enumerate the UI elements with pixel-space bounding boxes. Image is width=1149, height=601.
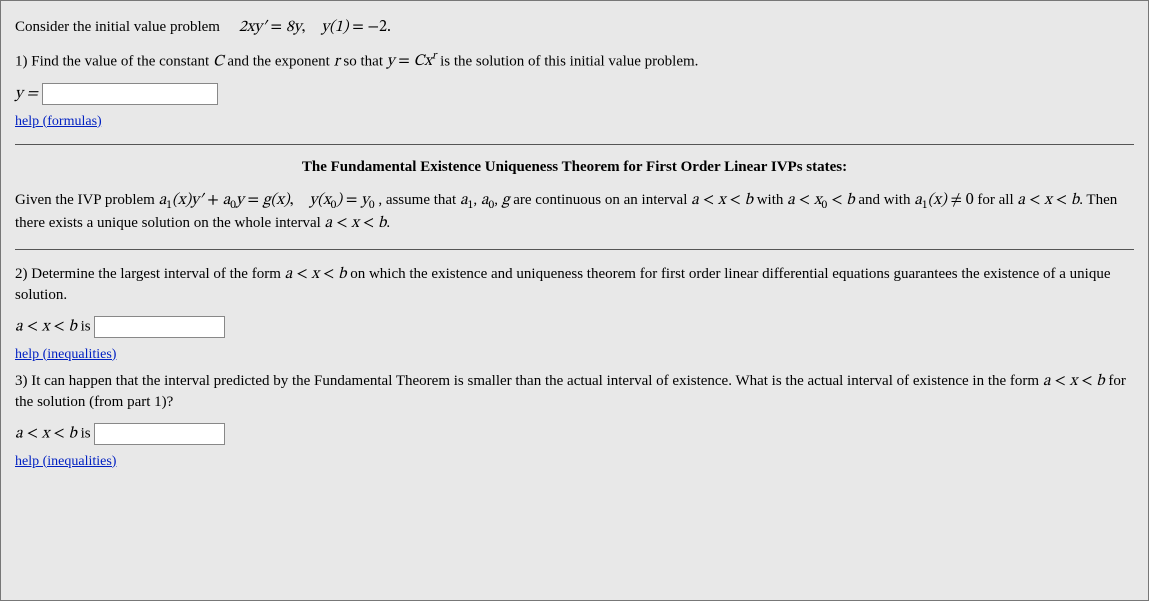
th-a0: a0 xyxy=(481,192,494,208)
theorem-body: Given the IVP problem a1(x)y′ + a0y = g(… xyxy=(15,190,1134,235)
exponent-r: r xyxy=(334,53,340,69)
th-g: g xyxy=(502,192,510,208)
part3-a: 3) It can happen that the interval predi… xyxy=(15,373,1043,389)
th-t6: for all xyxy=(974,192,1018,208)
help-formulas-link[interactable]: help (formulas) xyxy=(15,114,102,129)
part3-int: a < x < b xyxy=(1043,373,1105,389)
th-c2: , xyxy=(494,192,502,208)
th-t4: with xyxy=(753,192,787,208)
part3-text: 3) It can happen that the interval predi… xyxy=(15,371,1134,413)
answer3-input[interactable] xyxy=(94,423,225,445)
th-int3: a < x < b xyxy=(1017,192,1079,208)
help-inequalities-link-2[interactable]: help (inequalities) xyxy=(15,454,116,469)
th-a1: a1 xyxy=(460,192,473,208)
th-int4: a < x < b xyxy=(325,215,387,231)
part1-b: and the exponent xyxy=(227,53,333,69)
help-formulas-row: help (formulas) xyxy=(15,113,1134,130)
intro-text: Consider the initial value problem xyxy=(15,19,235,35)
part2-int: a < x < b xyxy=(285,266,347,282)
th-t2: , assume that xyxy=(378,192,460,208)
problem-panel: Consider the initial value problem 2xy′ … xyxy=(0,0,1149,601)
help-ineq2-row: help (inequalities) xyxy=(15,453,1134,470)
answer1-row: y = xyxy=(15,83,1134,105)
answer2-row: a < x < b is xyxy=(15,316,1134,338)
answer1-label: y = xyxy=(15,85,38,101)
part1-a: 1) Find the value of the constant xyxy=(15,53,213,69)
separator-1 xyxy=(15,144,1134,145)
part2-a: 2) Determine the largest interval of the… xyxy=(15,266,285,282)
th-eq1: a1(x)y′ + a0y = g(x), y(x0) = y0 xyxy=(159,192,379,208)
constant-C: C xyxy=(213,53,224,69)
th-int1: a < x < b xyxy=(691,192,753,208)
answer3-label-math: a < x < b xyxy=(15,425,77,441)
th-t5: and with xyxy=(855,192,915,208)
answer2-input[interactable] xyxy=(94,316,225,338)
theorem-title: The Fundamental Existence Uniqueness The… xyxy=(15,159,1134,176)
th-c1: , xyxy=(473,192,481,208)
th-int2: a < x0 < b xyxy=(787,192,855,208)
th-cond: a1(x) ≠ 0 xyxy=(914,192,973,208)
answer3-row: a < x < b is xyxy=(15,423,1134,445)
part2-text: 2) Determine the largest interval of the… xyxy=(15,264,1134,306)
th-period: . xyxy=(386,215,390,231)
answer2-label-math: a < x < b xyxy=(15,318,77,334)
part1-d: is the solution of this initial value pr… xyxy=(440,53,698,69)
answer2-label-tail: is xyxy=(77,318,91,334)
help-inequalities-link-1[interactable]: help (inequalities) xyxy=(15,347,116,362)
part1-c: so that xyxy=(343,53,386,69)
th-t1: Given the IVP problem xyxy=(15,192,159,208)
help-ineq1-row: help (inequalities) xyxy=(15,346,1134,363)
part1-text: 1) Find the value of the constant C and … xyxy=(15,49,1134,73)
answer1-input[interactable] xyxy=(42,83,218,105)
problem-statement: Consider the initial value problem 2xy′ … xyxy=(15,17,1134,39)
th-t3: are continuous on an interval xyxy=(510,192,692,208)
answer3-label-tail: is xyxy=(77,425,91,441)
separator-2 xyxy=(15,249,1134,250)
part1-eq: y = Cxr xyxy=(387,53,440,69)
ode-equation: 2xy′ = 8y, y(1) = −2. xyxy=(239,17,391,39)
